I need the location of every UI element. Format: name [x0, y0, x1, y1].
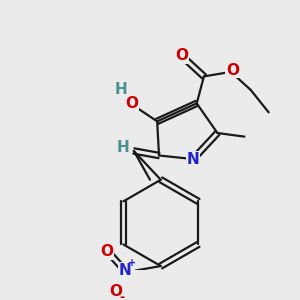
Text: +: + — [128, 258, 136, 268]
Text: -: - — [120, 291, 125, 300]
Text: O: O — [175, 48, 188, 63]
Text: N: N — [187, 152, 200, 166]
Text: O: O — [100, 244, 113, 259]
Text: H: H — [115, 82, 128, 98]
Text: O: O — [226, 63, 239, 78]
Text: O: O — [109, 284, 122, 299]
Text: O: O — [125, 96, 139, 111]
Text: N: N — [118, 263, 131, 278]
Text: H: H — [117, 140, 129, 155]
